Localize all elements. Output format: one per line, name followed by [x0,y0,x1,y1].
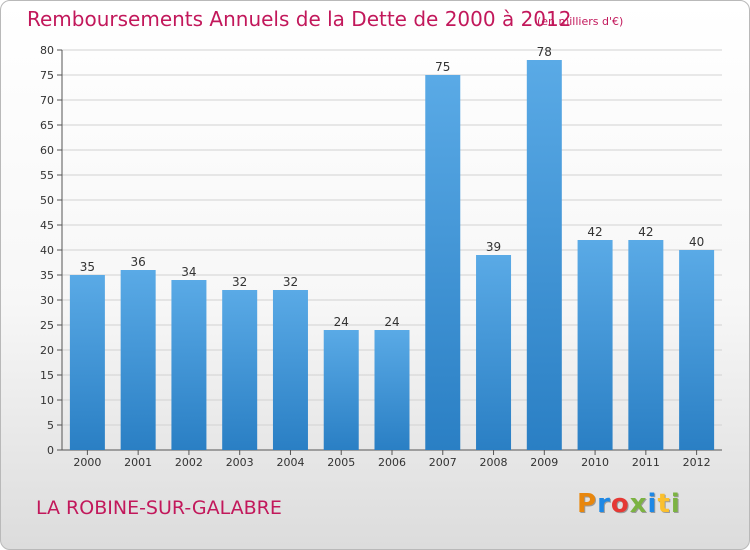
chart-title: Remboursements Annuels de la Dette de 20… [27,7,572,31]
data-label: 24 [334,315,349,329]
data-label: 32 [232,275,247,289]
data-label: 78 [537,45,552,59]
bar [679,250,715,450]
bar [577,240,613,450]
data-label: 35 [80,260,95,274]
y-tick-label: 10 [40,394,54,407]
x-tick-label: 2003 [226,456,254,469]
x-tick-label: 2007 [429,456,457,469]
y-tick-label: 40 [40,244,54,257]
bar [374,330,410,450]
bar [120,270,156,450]
x-tick-label: 2010 [581,456,609,469]
x-tick-label: 2006 [378,456,406,469]
bar [323,330,359,450]
x-tick-label: 2001 [124,456,152,469]
y-tick-label: 50 [40,194,54,207]
bar [69,275,105,450]
y-tick-label: 5 [47,419,54,432]
chart-subtitle: (en milliers d'€) [537,15,624,28]
data-label: 24 [384,315,399,329]
y-tick-label: 45 [40,219,54,232]
town-name: LA ROBINE-SUR-GALABRE [36,497,282,519]
bar [171,280,207,450]
x-tick-label: 2012 [683,456,711,469]
data-label: 36 [131,255,146,269]
y-tick-label: 80 [40,44,54,57]
x-tick-label: 2000 [73,456,101,469]
y-tick-label: 20 [40,344,54,357]
logo-letter: t [657,489,671,519]
x-tick-label: 2002 [175,456,203,469]
bar [628,240,664,450]
x-tick-label: 2011 [632,456,660,469]
y-tick-label: 0 [47,444,54,457]
y-tick-label: 55 [40,169,54,182]
y-tick-label: 30 [40,294,54,307]
logo-letter: i [647,489,658,519]
bar [425,75,461,450]
x-tick-label: 2008 [480,456,508,469]
bar [526,60,562,450]
y-tick-label: 75 [40,69,54,82]
logo-letter: i [670,489,681,519]
y-tick-label: 70 [40,94,54,107]
data-label: 75 [435,60,450,74]
y-tick-label: 60 [40,144,54,157]
y-tick-label: 65 [40,119,54,132]
logo-letter: x [629,489,648,519]
y-tick-label: 25 [40,319,54,332]
bar [476,255,512,450]
x-tick-label: 2004 [276,456,304,469]
x-tick-label: 2009 [530,456,558,469]
data-label: 42 [638,225,653,239]
logo-letter: P [577,489,598,519]
proxiti-logo: Proxiti [577,489,681,519]
x-tick-label: 2005 [327,456,355,469]
logo-letter: o [610,489,630,519]
data-label: 34 [181,265,196,279]
y-tick-label: 15 [40,369,54,382]
bar [272,290,308,450]
data-label: 32 [283,275,298,289]
y-tick-label: 35 [40,269,54,282]
data-label: 39 [486,240,501,254]
data-label: 42 [587,225,602,239]
bar [222,290,258,450]
data-label: 40 [689,235,704,249]
logo-letter: r [597,489,611,519]
